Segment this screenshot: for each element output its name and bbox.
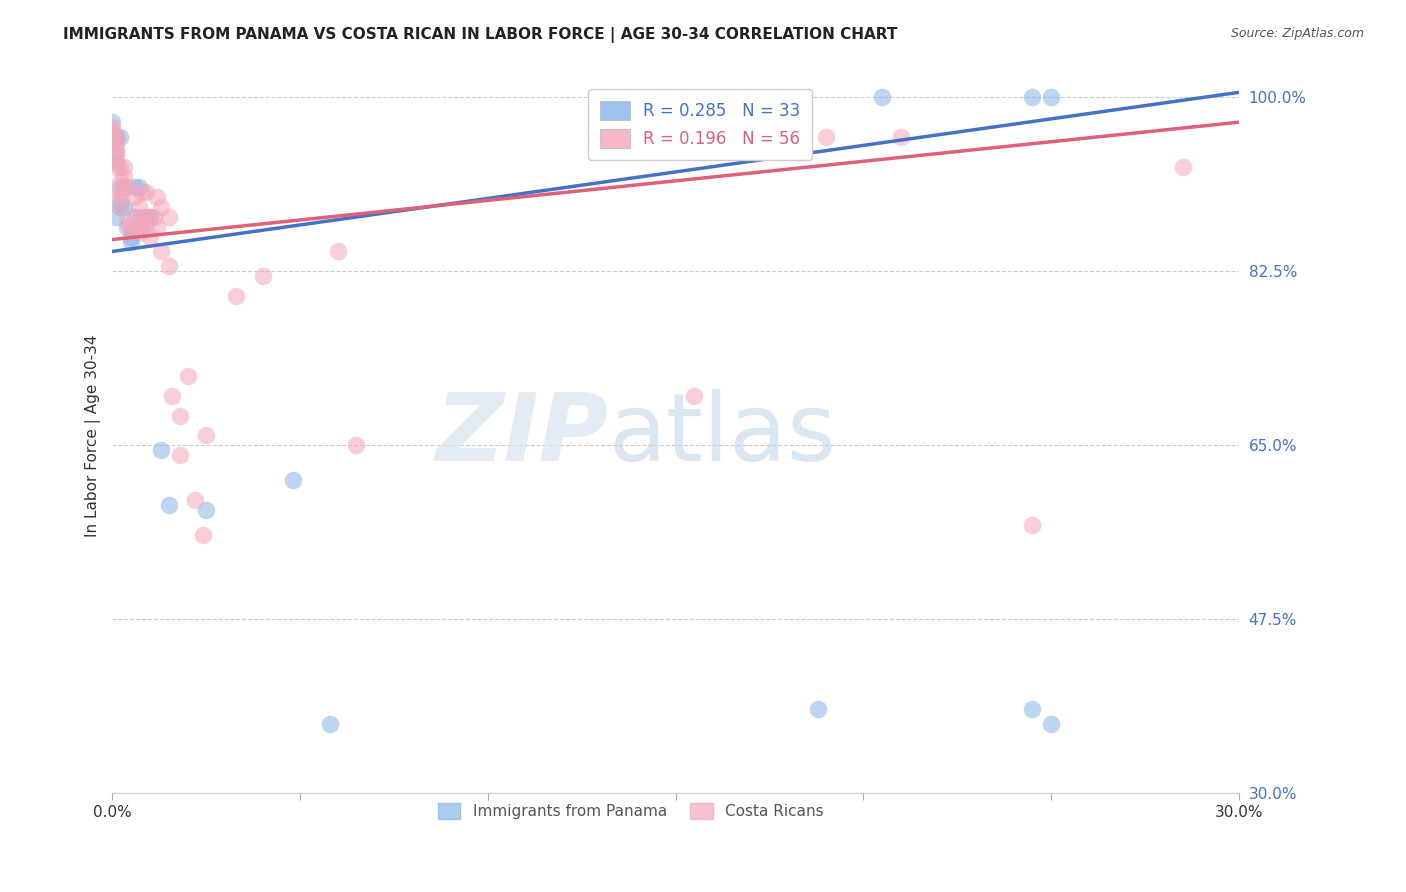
Point [1040,90,1063,104]
Point [105,210,128,224]
Point [128,200,150,214]
Point [176,368,198,383]
Point [146,190,169,204]
Point [814,130,837,145]
Point [112,179,135,194]
Point [112,169,135,184]
Point [1021,517,1043,532]
Legend: Immigrants from Panama, Costa Ricans: Immigrants from Panama, Costa Ricans [432,797,830,825]
Point [346,438,368,452]
Point [150,244,173,259]
Point [105,130,128,145]
Point [101,130,124,145]
Point [281,473,304,487]
Text: ZIP: ZIP [436,390,607,482]
Point [117,214,139,228]
Point [131,225,153,239]
Point [124,190,146,204]
Point [139,210,162,224]
Point [128,179,150,194]
Point [169,409,191,423]
Point [157,498,180,512]
Text: Source: ZipAtlas.com: Source: ZipAtlas.com [1230,27,1364,40]
Point [195,503,218,517]
Point [225,289,247,303]
Point [319,716,342,731]
Point [108,190,131,204]
Point [101,135,124,149]
Point [112,160,135,174]
Point [157,260,180,274]
Point [146,219,169,234]
Point [128,219,150,234]
Point [135,219,157,234]
Point [124,210,146,224]
Text: IMMIGRANTS FROM PANAMA VS COSTA RICAN IN LABOR FORCE | AGE 30-34 CORRELATION CHA: IMMIGRANTS FROM PANAMA VS COSTA RICAN IN… [63,27,897,43]
Point [135,185,157,199]
Point [105,150,128,164]
Point [131,214,153,228]
Point [120,225,142,239]
Point [124,210,146,224]
Point [108,175,131,189]
Point [131,185,153,199]
Point [117,219,139,234]
Point [135,210,157,224]
Point [120,235,142,249]
Text: atlas: atlas [607,390,837,482]
Point [131,210,153,224]
Point [108,194,131,209]
Point [101,120,124,135]
Point [169,448,191,462]
Point [150,200,173,214]
Point [105,145,128,159]
Point [1040,716,1063,731]
Point [120,229,142,244]
Point [105,155,128,169]
Point [108,130,131,145]
Point [105,135,128,149]
Point [807,702,830,716]
Point [108,160,131,174]
Point [112,179,135,194]
Point [191,528,214,542]
Point [101,125,124,139]
Point [139,210,162,224]
Point [108,179,131,194]
Point [252,269,274,284]
Point [105,140,128,154]
Point [105,130,128,145]
Point [326,244,349,259]
Point [150,443,173,458]
Point [890,130,912,145]
Point [184,493,207,508]
Point [105,145,128,159]
Y-axis label: In Labor Force | Age 30-34: In Labor Force | Age 30-34 [86,334,101,537]
Point [108,200,131,214]
Point [1171,160,1194,174]
Point [1021,90,1043,104]
Point [108,185,131,199]
Point [135,210,157,224]
Point [131,219,153,234]
Point [124,179,146,194]
Point [157,210,180,224]
Point [112,200,135,214]
Point [195,428,218,442]
Point [101,115,124,129]
Point [139,229,162,244]
Point [105,160,128,174]
Point [120,219,142,234]
Point [162,389,184,403]
Point [117,179,139,194]
Point [142,210,165,224]
Point [870,90,893,104]
Point [1021,702,1043,716]
Point [683,389,706,403]
Point [108,200,131,214]
